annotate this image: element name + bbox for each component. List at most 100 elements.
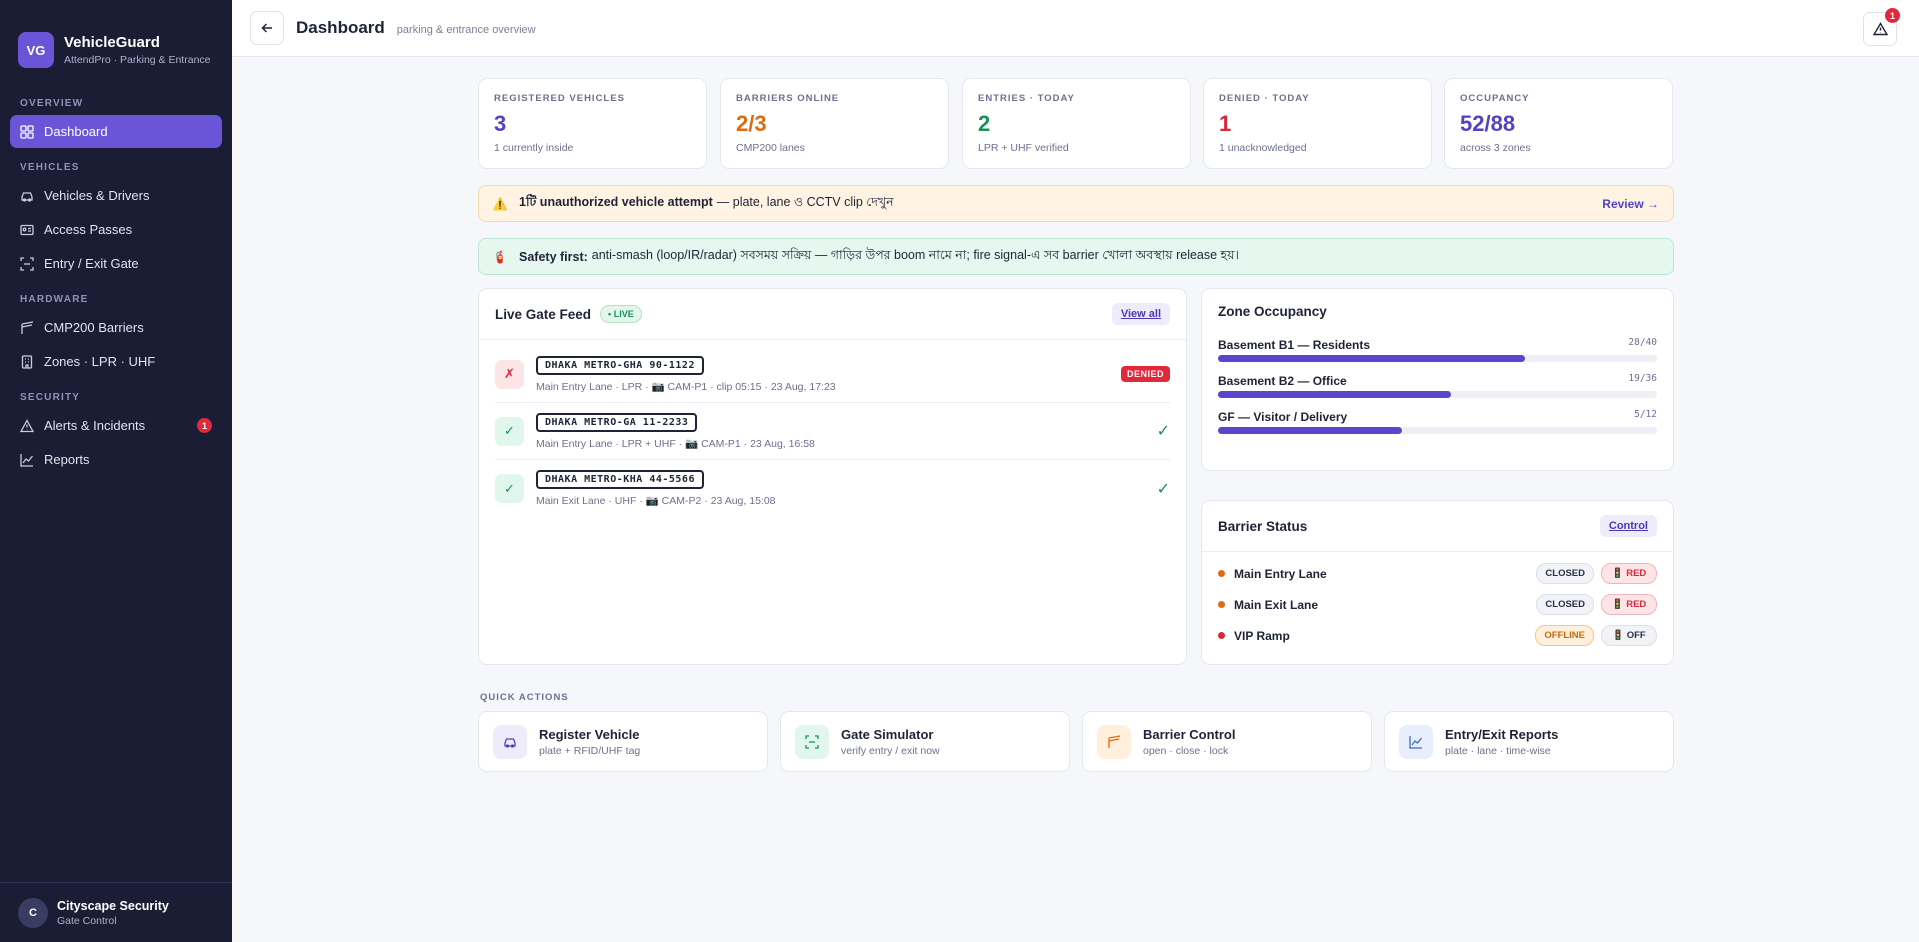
user-profile[interactable]: C Cityscape Security Gate Control: [0, 882, 232, 942]
review-link[interactable]: Review →: [1602, 196, 1659, 211]
reports-action[interactable]: Entry/Exit Reports plate · lane · time-w…: [1384, 711, 1674, 772]
zone-progress-track: [1218, 427, 1657, 434]
unauthorized-attempt-banner: ⚠️ 1টি unauthorized vehicle attempt — pl…: [478, 185, 1674, 222]
zone-progress-fill: [1218, 355, 1526, 362]
brand-subtitle: AttendPro · Parking & Entrance: [64, 54, 211, 66]
quick-actions-label: QUICK ACTIONS: [480, 692, 569, 703]
sidebar-item-barriers[interactable]: CMP200 Barriers: [10, 311, 222, 344]
panel-header: Barrier Status Control: [1202, 501, 1673, 552]
action-title: Gate Simulator: [841, 726, 934, 742]
stat-card-denied-today: DENIED · TODAY 1 1 unacknowledged: [1203, 78, 1432, 169]
panel-title: Live Gate Feed: [495, 306, 592, 322]
barrier-list: Main Entry Lane CLOSED 🚦 RED Main Exit L…: [1202, 552, 1673, 651]
brand-logo: VG: [18, 32, 54, 68]
zone-name: GF — Visitor / Delivery: [1218, 410, 1348, 424]
alerts-count-badge: 1: [197, 418, 212, 433]
zone-progress-track: [1218, 391, 1657, 398]
action-title: Barrier Control: [1143, 726, 1236, 742]
banner-title: Safety first:: [519, 249, 588, 264]
stat-value: 2/3: [736, 111, 767, 136]
zone-count: 5/12: [1634, 409, 1657, 420]
alerts-badge: 1: [1885, 8, 1900, 23]
view-all-button[interactable]: View all: [1111, 303, 1170, 325]
traffic-signal-badge: 🚦 OFF: [1601, 625, 1657, 646]
stat-sub: 1 unacknowledged: [1219, 142, 1307, 154]
barrier-state-badge: CLOSED: [1536, 563, 1594, 584]
page-subtitle: parking & entrance overview: [396, 23, 536, 36]
stat-value: 52/88: [1460, 111, 1516, 136]
stat-card-occupancy: OCCUPANCY 52/88 across 3 zones: [1444, 78, 1673, 169]
fire-extinguisher-icon: 🧯: [492, 249, 508, 264]
page-title: Dashboard: [296, 18, 385, 37]
sidebar-item-label: Zones · LPR · UHF: [44, 354, 156, 369]
stat-label: REGISTERED VEHICLES: [494, 93, 625, 104]
feed-row[interactable]: ✗ DHAKA METRO-GHA 90-1122 Main Entry Lan…: [495, 346, 1170, 403]
status-dot: [1218, 601, 1225, 608]
stat-label: OCCUPANCY: [1460, 93, 1530, 104]
stat-label: ENTRIES · TODAY: [978, 93, 1075, 104]
warning-icon: ⚠️: [492, 196, 508, 211]
zone-progress-fill: [1218, 427, 1403, 434]
sidebar-item-reports[interactable]: Reports: [10, 443, 222, 476]
grid-icon: [20, 124, 34, 139]
register-vehicle-action[interactable]: Register Vehicle plate + RFID/UHF tag: [478, 711, 768, 772]
stat-card-barriers-online: BARRIERS ONLINE 2/3 CMP200 lanes: [720, 78, 949, 169]
brand-name: VehicleGuard: [64, 34, 160, 51]
status-dot: [1218, 632, 1225, 639]
nav-section-overview: OVERVIEW: [20, 98, 84, 109]
back-button[interactable]: [250, 11, 284, 45]
chart-icon: [20, 453, 34, 467]
stat-value: 3: [494, 111, 507, 136]
barrier-status-panel: Barrier Status Control Main Entry Lane C…: [1201, 500, 1674, 665]
zone-count: 19/36: [1628, 373, 1657, 384]
safety-banner: 🧯 Safety first: anti-smash (loop/IR/rada…: [478, 238, 1674, 275]
live-gate-feed-panel: Live Gate Feed • LIVE View all ✗ DHAKA M…: [478, 288, 1187, 665]
barrier-icon: [1097, 724, 1131, 759]
status-dot: [1218, 570, 1225, 577]
live-badge: • LIVE: [600, 305, 642, 323]
sidebar-item-vehicles[interactable]: Vehicles & Drivers: [10, 179, 222, 212]
arrow-left-icon: [261, 23, 272, 33]
license-plate: DHAKA METRO-GHA 90-1122: [536, 355, 704, 375]
panel-header: Zone Occupancy: [1202, 289, 1673, 334]
sidebar-item-alerts[interactable]: Alerts & Incidents 1: [10, 409, 222, 442]
sidebar-item-zones[interactable]: Zones · LPR · UHF: [10, 345, 222, 378]
panel-title: Zone Occupancy: [1218, 304, 1327, 319]
brand: VG VehicleGuard AttendPro · Parking & En…: [0, 0, 232, 78]
gate-simulator-action[interactable]: Gate Simulator verify entry / exit now: [780, 711, 1070, 772]
banner-text: — plate, lane ও CCTV clip দেখুন: [716, 194, 894, 209]
feed-row[interactable]: ✓ DHAKA METRO-KHA 44-5566 Main Exit Lane…: [495, 460, 1170, 517]
scan-icon: [20, 256, 34, 271]
barrier-state-badge: CLOSED: [1536, 594, 1594, 615]
denied-icon: ✗: [495, 359, 524, 389]
sidebar-item-dashboard[interactable]: Dashboard: [10, 115, 222, 148]
stat-card-entries-today: ENTRIES · TODAY 2 LPR + UHF verified: [962, 78, 1191, 169]
barrier-row: Main Exit Lane CLOSED 🚦 RED: [1202, 589, 1673, 620]
avatar: C: [18, 897, 48, 928]
stat-label: DENIED · TODAY: [1219, 93, 1310, 104]
zone-progress-track: [1218, 355, 1657, 362]
stat-value: 1: [1219, 111, 1232, 136]
zone-name: Basement B1 — Residents: [1218, 338, 1371, 352]
alerts-button[interactable]: 1: [1863, 8, 1900, 46]
barrier-name: Main Entry Lane: [1234, 566, 1327, 581]
sidebar-item-label: Entry / Exit Gate: [44, 256, 139, 271]
check-icon: ✓: [1156, 423, 1170, 440]
sidebar-item-label: Dashboard: [44, 124, 108, 139]
car-icon: [20, 189, 34, 203]
stat-sub: across 3 zones: [1460, 142, 1531, 154]
feed-meta: Main Entry Lane · LPR · 📷 CAM-P1 · clip …: [536, 380, 836, 393]
sidebar-item-access-passes[interactable]: Access Passes: [10, 213, 222, 246]
barrier-control-action[interactable]: Barrier Control open · close · lock: [1082, 711, 1372, 772]
barrier-control-button[interactable]: Control: [1599, 515, 1657, 537]
feed-meta: Main Exit Lane · UHF · 📷 CAM-P2 · 23 Aug…: [536, 495, 776, 507]
nav-section-security: SECURITY: [20, 392, 81, 403]
stat-value: 2: [978, 111, 991, 136]
feed-row[interactable]: ✓ DHAKA METRO-GA 11-2233 Main Entry Lane…: [495, 403, 1170, 460]
zone-occupancy-panel: Zone Occupancy Basement B1 — Residents 2…: [1201, 288, 1674, 471]
user-name: Cityscape Security: [57, 898, 169, 913]
action-title: Register Vehicle: [539, 726, 640, 742]
sidebar-item-entry-exit-gate[interactable]: Entry / Exit Gate: [10, 247, 222, 280]
traffic-signal-badge: 🚦 RED: [1601, 594, 1657, 615]
building-icon: [20, 354, 34, 369]
